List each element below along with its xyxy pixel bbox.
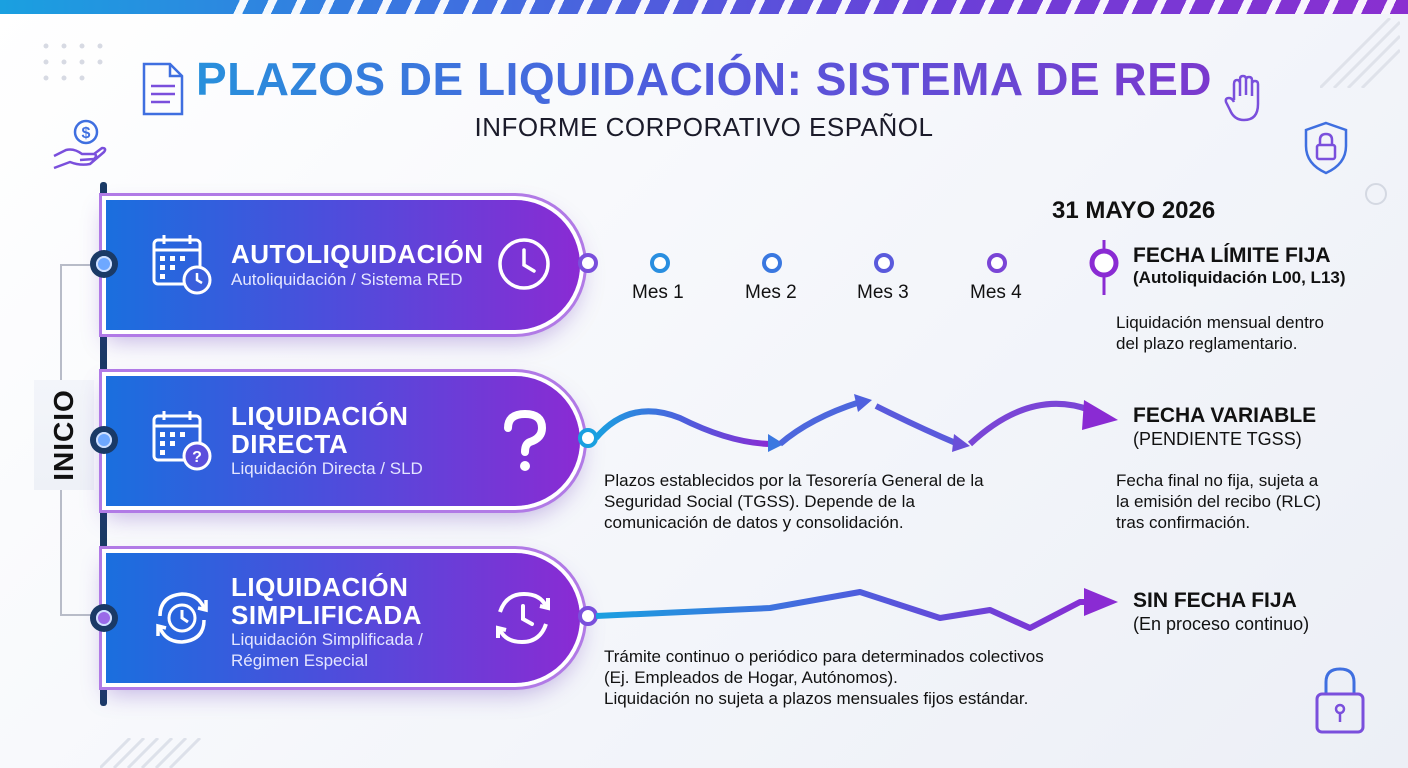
month-label: Mes 2 xyxy=(745,282,797,303)
row-subtitle: Liquidación Directa / SLD xyxy=(231,459,423,478)
cycle-clock-icon xyxy=(156,592,208,644)
timeline-node xyxy=(90,426,118,454)
result-subtitle: (En proceso continuo) xyxy=(1133,614,1310,634)
month-label: Mes 4 xyxy=(970,282,1022,303)
timeline-node xyxy=(90,250,118,278)
result-subtitle: (PENDIENTE TGSS) xyxy=(1133,429,1302,449)
month-marker xyxy=(762,253,782,273)
question-mark-icon xyxy=(504,410,547,471)
row-subtitle: Autoliquidación / Sistema RED xyxy=(231,270,463,289)
clock-icon xyxy=(498,238,550,290)
page-title: PLAZOS DE LIQUIDACIÓN: SISTEMA DE RED xyxy=(0,52,1408,106)
padlock-icon xyxy=(1315,667,1365,734)
top-accent-stripes xyxy=(220,0,1408,14)
result-title: FECHA VARIABLE xyxy=(1133,404,1317,427)
calendar-question-icon: ? xyxy=(152,411,212,471)
decorative-dots xyxy=(43,43,103,81)
result-title: FECHA LÍMITE FIJA xyxy=(1133,244,1331,267)
timeline-start-point xyxy=(578,253,598,273)
axis-bracket-tick xyxy=(60,264,94,266)
deadline-date: 31 MAYO 2026 xyxy=(1052,197,1216,224)
row-subtitle: Liquidación Simplificada / Régimen Especi… xyxy=(231,630,423,670)
page-subtitle: INFORME CORPORATIVO ESPAÑOL xyxy=(474,112,934,142)
row-liquidacion-directa xyxy=(106,376,580,506)
continuous-flow-arrow xyxy=(578,588,1118,631)
shield-lock-icon xyxy=(1304,121,1348,175)
axis-label: INICIO xyxy=(34,380,94,490)
monthly-timeline xyxy=(578,240,1119,295)
month-label: Mes 3 xyxy=(857,282,909,303)
decorative-stripes-bottom xyxy=(100,738,202,768)
month-marker xyxy=(987,253,1007,273)
document-icon xyxy=(142,62,184,116)
row-title: LIQUIDACIÓN SIMPLIFICADA xyxy=(231,572,422,630)
decorative-ring xyxy=(1365,183,1387,205)
row-description: Trámite continuo o periódico para determ… xyxy=(604,647,1044,708)
result-title: SIN FECHA FIJA xyxy=(1133,589,1297,612)
row-title: AUTOLIQUIDACIÓN xyxy=(231,239,484,269)
axis-bracket-tick xyxy=(60,614,94,616)
svg-text:$: $ xyxy=(82,125,91,142)
decorative-stripes-top-right xyxy=(1320,18,1400,88)
deadline-marker xyxy=(1089,248,1119,278)
month-marker xyxy=(874,253,894,273)
timeline-node xyxy=(90,604,118,632)
result-subtitle: (Autoliquidación L00, L13) xyxy=(1133,268,1346,287)
result-description: Fecha final no fija, sujeta a la emisión … xyxy=(1116,471,1322,532)
hand-icon xyxy=(1224,74,1260,122)
month-label: Mes 1 xyxy=(632,282,684,303)
result-description: Liquidación mensual dentro del plazo regl… xyxy=(1116,313,1324,353)
svg-text:?: ? xyxy=(192,449,202,466)
money-hand-icon: $ xyxy=(53,119,107,170)
variable-flow-arrows xyxy=(578,394,1118,452)
calendar-clock-icon xyxy=(152,235,212,295)
row-liquidacion-simplificada xyxy=(106,553,580,683)
refresh-clock-icon xyxy=(496,591,550,645)
row-description: Plazos establecidos por la Tesorería Gen… xyxy=(604,471,984,532)
month-marker xyxy=(650,253,670,273)
row-title: LIQUIDACIÓN DIRECTA xyxy=(231,401,409,459)
